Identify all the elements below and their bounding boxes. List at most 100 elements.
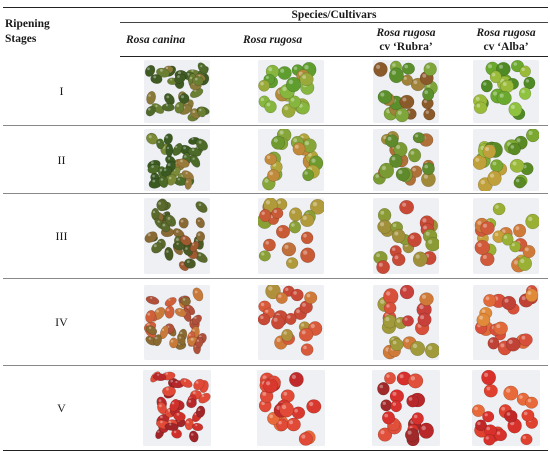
column-header-rosa-rugosa-rubra: Rosa rugosa cv ‘Rubra’ xyxy=(348,22,464,57)
column-header-line2: cv ‘Alba’ xyxy=(483,40,529,53)
rose-hip-fruit xyxy=(492,202,506,216)
rose-hip-fruit xyxy=(156,401,167,415)
fruit-highlight xyxy=(197,233,200,236)
fruit-highlight xyxy=(410,150,415,155)
fruit-highlight xyxy=(147,107,151,110)
rose-hip-fruit xyxy=(155,67,170,78)
rose-hip-fruit xyxy=(149,73,162,84)
fruit-highlight xyxy=(499,64,504,69)
rose-hip-fruit xyxy=(475,419,487,432)
rose-hip-fruit xyxy=(288,371,304,388)
rose-hip-fruit xyxy=(145,90,156,105)
fruit-highlight xyxy=(165,66,168,69)
rose-hip-fruit xyxy=(419,291,434,306)
fruit-highlight xyxy=(480,179,486,184)
rose-hip-fruit xyxy=(191,314,202,325)
fruit-highlight xyxy=(513,61,518,66)
rose-hip-fruit xyxy=(481,370,497,386)
fruit-highlight xyxy=(392,62,396,67)
rose-hip-fruit xyxy=(281,242,296,257)
rose-hip-fruit xyxy=(525,287,539,302)
fruit-highlight xyxy=(147,233,151,237)
rose-hip-fruit xyxy=(509,240,522,253)
column-header-rosa-rugosa-alba: Rosa rugosa cv ‘Alba’ xyxy=(464,22,549,57)
fruit-highlight xyxy=(415,254,420,259)
fruit-highlight xyxy=(167,217,170,220)
rose-hip-fruit xyxy=(262,198,278,213)
fruit-highlight xyxy=(385,316,390,321)
fruit-highlight xyxy=(310,323,315,328)
fruit-highlight xyxy=(386,108,391,113)
rose-hip-fruit xyxy=(191,75,204,86)
rose-hip-fruit xyxy=(407,232,422,248)
rose-hip-fruit xyxy=(377,89,393,104)
fruit-highlight xyxy=(428,239,433,244)
fruit-highlight xyxy=(183,379,186,382)
rose-hip-fruit xyxy=(195,231,205,242)
rubra-hips-stage-5-photo xyxy=(372,370,440,446)
rose-hip-fruit xyxy=(503,385,519,401)
rose-hip-fruit xyxy=(410,340,426,356)
fruit-highlight xyxy=(281,404,286,410)
fruit-highlight xyxy=(261,391,266,396)
fruit-highlight xyxy=(477,242,482,248)
rose-hip-fruit xyxy=(483,434,496,446)
table-row: IV xyxy=(3,278,549,366)
fruit-highlight xyxy=(383,135,387,139)
fruit-highlight xyxy=(501,406,506,411)
rose-hip-fruit xyxy=(150,207,159,221)
rose-hip-fruit xyxy=(383,287,399,304)
column-header-line2: cv ‘Rubra’ xyxy=(379,40,433,53)
rose-hip-fruit xyxy=(298,432,313,446)
photo-cell xyxy=(464,365,549,451)
rose-hip-fruit xyxy=(299,247,315,263)
fruit-highlight xyxy=(391,156,396,160)
rose-hip-fruit xyxy=(520,433,533,446)
rose-hip-fruit xyxy=(519,64,531,77)
column-header-line1: Rosa canina xyxy=(126,33,186,46)
rose-hip-fruit xyxy=(175,158,190,168)
rose-hip-fruit xyxy=(422,87,435,101)
fruit-highlight xyxy=(149,296,152,299)
rose-hip-fruit xyxy=(525,396,539,409)
rose-hip-fruit xyxy=(508,101,523,117)
fruit-highlight xyxy=(273,137,278,142)
canina-hips-stage-3-photo xyxy=(143,198,210,274)
rose-hip-fruit xyxy=(290,288,304,301)
rose-hip-fruit xyxy=(300,231,313,245)
rose-hip-fruit xyxy=(160,166,172,177)
fruit-highlight xyxy=(154,104,158,107)
fruit-highlight xyxy=(525,247,529,252)
rose-hip-fruit xyxy=(179,378,193,388)
fruit-highlight xyxy=(291,210,295,214)
rose-hip-fruit xyxy=(493,321,508,335)
fruit-highlight xyxy=(194,424,197,427)
fruit-highlight xyxy=(300,322,304,327)
fruit-highlight xyxy=(286,314,291,319)
rose-hip-fruit xyxy=(275,224,290,239)
stage-cell: I xyxy=(3,56,120,126)
fruit-highlight xyxy=(197,219,200,222)
rubra-hips-stage-2-photo xyxy=(373,128,439,191)
fruit-highlight xyxy=(496,323,501,328)
fruit-highlight xyxy=(394,231,399,236)
table-row: V xyxy=(3,365,549,451)
rose-hip-fruit xyxy=(191,422,203,432)
rose-hip-fruit xyxy=(407,373,424,389)
fruit-highlight xyxy=(190,433,194,436)
fruit-highlight xyxy=(410,235,415,240)
fruit-highlight xyxy=(182,146,186,149)
fruit-highlight xyxy=(424,89,428,94)
fruit-highlight xyxy=(475,96,480,101)
fruit-highlight xyxy=(422,73,427,78)
fruit-highlight xyxy=(153,244,157,248)
rose-hip-fruit xyxy=(185,398,197,409)
fruit-highlight xyxy=(486,426,491,431)
rose-hip-fruit xyxy=(518,86,532,100)
rose-hip-fruit xyxy=(278,401,294,418)
fruit-highlight xyxy=(506,388,511,393)
fruit-highlight xyxy=(495,205,499,209)
rose-hip-fruit xyxy=(189,241,199,252)
rose-hip-fruit xyxy=(418,422,434,439)
fruit-highlight xyxy=(283,105,288,110)
